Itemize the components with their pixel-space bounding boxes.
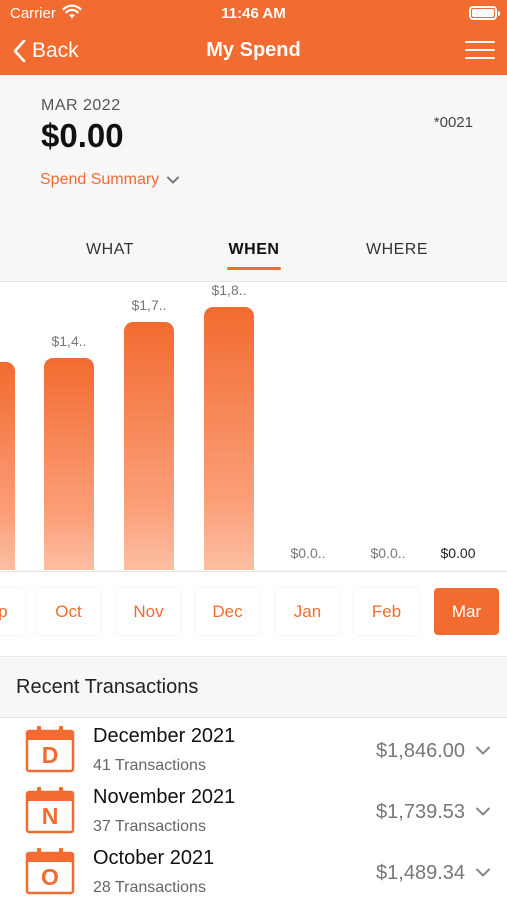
transaction-row[interactable]: O October 2021 28 Transactions $1,489.34 <box>0 841 507 900</box>
chart-bar-oct[interactable] <box>44 358 94 570</box>
calendar-letter: N <box>41 803 59 829</box>
calendar-letter: O <box>41 864 59 890</box>
recent-transactions-title: Recent Transactions <box>16 676 199 698</box>
transaction-count: 41 Transactions <box>93 757 206 774</box>
calendar-icon: D <box>25 725 75 773</box>
month-button-mar[interactable]: Mar <box>434 588 499 635</box>
spend-chart: $1,4.. $1,7.. $1,8.. $0.0.. $0.0.. $0.00 <box>0 283 507 572</box>
chevron-down-icon[interactable] <box>475 806 491 817</box>
month-button-nov[interactable]: Nov <box>116 588 181 635</box>
spend-summary-panel: MAR 2022 $0.00 *0021 Spend Summary WHAT … <box>0 75 507 282</box>
chart-label-mar: $0.00 <box>440 545 476 561</box>
chart-bar-nov[interactable] <box>124 322 174 570</box>
transaction-count: 28 Transactions <box>93 879 206 896</box>
active-tab-indicator <box>227 267 281 270</box>
chevron-down-icon[interactable] <box>475 867 491 878</box>
recent-transactions-header: Recent Transactions <box>0 658 507 718</box>
transaction-row[interactable]: N November 2021 37 Transactions $1,739.53 <box>0 780 507 841</box>
chart-label-dec: $1,8.. <box>211 283 247 298</box>
menu-icon[interactable] <box>465 41 495 61</box>
carrier-label: Carrier <box>10 5 56 22</box>
chevron-down-icon <box>167 176 180 184</box>
month-selector: Sep Oct Nov Dec Jan Feb Mar <box>0 572 507 657</box>
wifi-icon <box>62 4 82 19</box>
transaction-month: December 2021 <box>93 725 236 747</box>
calendar-icon: N <box>25 786 75 834</box>
spend-summary-dropdown[interactable]: Spend Summary <box>40 171 180 189</box>
back-button[interactable]: Back <box>12 37 79 65</box>
month-button-oct[interactable]: Oct <box>36 588 101 635</box>
transaction-count: 37 Transactions <box>93 818 206 835</box>
chevron-left-icon <box>13 39 26 63</box>
chart-label-nov: $1,7.. <box>131 297 167 313</box>
status-bar: Carrier 11:46 AM <box>0 0 507 28</box>
chart-bar-dec[interactable] <box>204 307 254 570</box>
chart-label-jan: $0.0.. <box>290 545 326 561</box>
month-button-jan[interactable]: Jan <box>275 588 340 635</box>
month-button-sep[interactable]: Sep <box>0 588 25 635</box>
nav-bar: Carrier 11:46 AM Back My Spend <box>0 0 507 75</box>
chevron-down-icon[interactable] <box>475 745 491 756</box>
back-label: Back <box>32 39 79 62</box>
calendar-icon: O <box>25 847 75 895</box>
chart-bar-sep[interactable] <box>0 362 15 570</box>
month-button-dec[interactable]: Dec <box>195 588 260 635</box>
status-time: 11:46 AM <box>221 5 286 22</box>
chart-label-feb: $0.0.. <box>370 545 406 561</box>
calendar-letter: D <box>41 742 59 768</box>
battery-icon <box>469 6 500 20</box>
transaction-amount: $1,846.00 <box>376 740 465 762</box>
month-button-feb[interactable]: Feb <box>354 588 419 635</box>
transaction-amount: $1,739.53 <box>376 801 465 823</box>
transaction-month: November 2021 <box>93 786 236 808</box>
tab-what[interactable]: WHAT <box>86 241 134 258</box>
transaction-row[interactable]: D December 2021 41 Transactions $1,846.00 <box>0 719 507 780</box>
total-amount: $0.00 <box>41 117 124 154</box>
transaction-amount: $1,489.34 <box>376 862 465 884</box>
transaction-month: October 2021 <box>93 847 215 869</box>
tab-when[interactable]: WHEN <box>228 241 280 258</box>
tab-where[interactable]: WHERE <box>365 241 429 258</box>
chart-label-oct: $1,4.. <box>51 333 87 349</box>
spend-summary-label: Spend Summary <box>40 171 160 188</box>
period-label: MAR 2022 <box>41 97 121 114</box>
card-number: *0021 <box>433 114 473 131</box>
